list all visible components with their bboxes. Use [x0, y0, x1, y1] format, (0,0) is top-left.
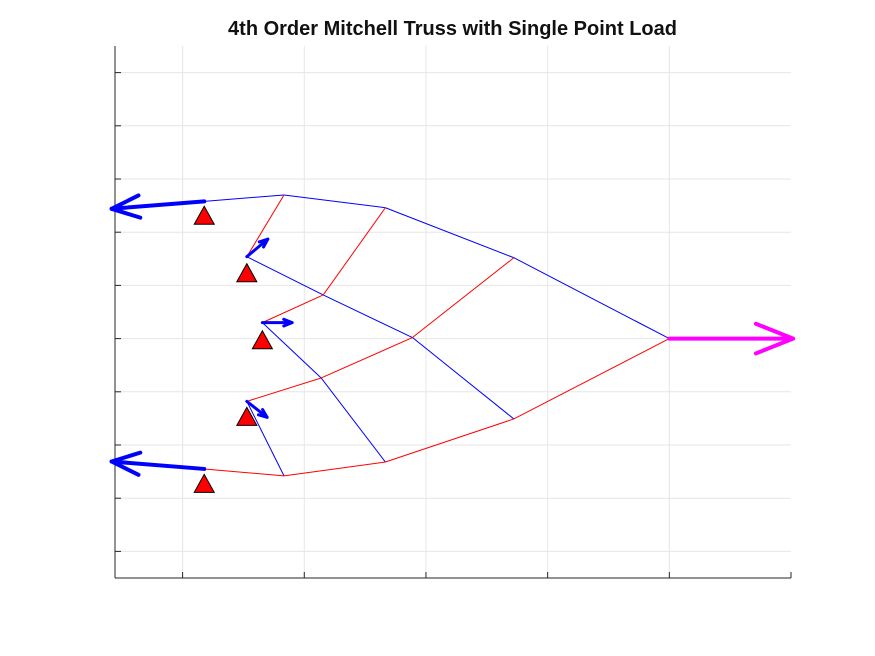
force-arrows: [109, 193, 796, 477]
tension-member: [322, 207, 386, 296]
reaction-arrow-head: [109, 450, 143, 477]
reaction-arrow: [245, 237, 270, 259]
support-triangle: [235, 262, 258, 283]
tension-member: [283, 461, 386, 477]
compression-member: [283, 194, 386, 209]
compression-member: [262, 322, 322, 379]
reaction-arrow-shaft: [109, 199, 207, 211]
truss-members: [204, 194, 670, 477]
reaction-arrow-head: [257, 237, 270, 249]
tension-member: [320, 337, 413, 379]
compression-member: [385, 207, 515, 259]
reaction-arrow: [109, 193, 207, 220]
tension-member: [262, 294, 324, 324]
support-triangle: [235, 406, 258, 426]
applied-load-arrow-head: [753, 321, 796, 356]
reaction-arrow-head: [109, 193, 143, 220]
compression-member: [322, 294, 413, 338]
tension-member: [246, 194, 285, 257]
compression-member: [246, 401, 285, 477]
reaction-arrow: [109, 450, 207, 477]
compression-member: [204, 194, 285, 202]
reaction-arrow-head: [256, 408, 269, 419]
compression-member: [412, 337, 515, 420]
tension-member: [385, 418, 514, 463]
figure-title: 4th Order Mitchell Truss with Single Poi…: [228, 18, 677, 40]
support-triangle: [193, 473, 216, 493]
supports: [193, 205, 274, 493]
support-triangle: [251, 329, 274, 350]
axes: [114, 46, 792, 579]
reaction-arrow-shaft: [109, 459, 207, 471]
reaction-arrow: [245, 399, 269, 419]
tension-member: [204, 468, 285, 477]
tension-member: [412, 257, 515, 338]
tension-member: [513, 338, 670, 420]
applied-load-arrow: [667, 321, 796, 356]
support-triangle: [193, 205, 216, 225]
reaction-arrow: [260, 317, 294, 328]
reaction-arrow-shaft: [245, 237, 270, 259]
grid-lines: [115, 46, 791, 578]
compression-member: [246, 256, 324, 296]
reaction-arrow-shaft: [245, 399, 269, 419]
compression-member: [320, 377, 386, 463]
compression-member: [513, 257, 670, 340]
reaction-arrow-head: [282, 317, 294, 328]
tension-member: [246, 377, 322, 402]
